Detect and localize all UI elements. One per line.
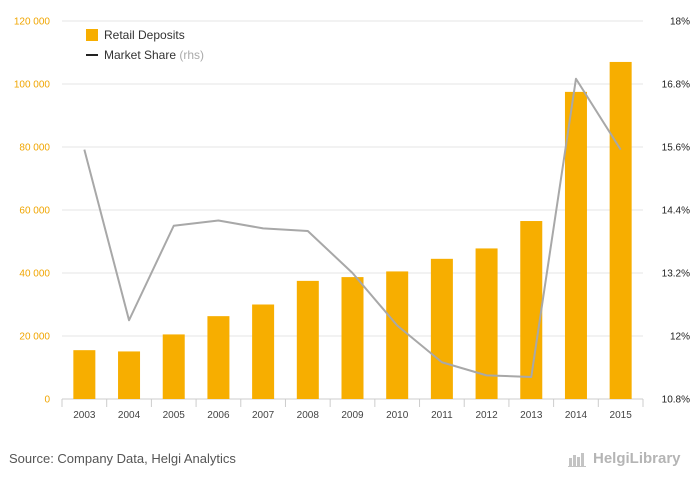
- x-tick-label: 2008: [297, 410, 320, 421]
- bar: [475, 248, 498, 399]
- bar: [520, 221, 543, 399]
- bar: [118, 351, 141, 399]
- x-tick-label: 2003: [73, 410, 96, 421]
- x-tick-label: 2004: [118, 410, 141, 421]
- bar: [609, 61, 632, 399]
- y-tick-label-left: 60 000: [19, 206, 50, 217]
- x-tick-label: 2015: [610, 410, 633, 421]
- bar: [73, 350, 96, 399]
- x-tick-label: 2011: [431, 410, 453, 421]
- bar: [207, 316, 230, 399]
- y-tick-label-left: 80 000: [19, 143, 50, 154]
- legend-label: Market Share (rhs): [104, 48, 204, 62]
- x-tick-label: 2005: [163, 410, 186, 421]
- y-tick-label-right: 15.6%: [662, 143, 690, 154]
- bar: [252, 304, 275, 399]
- library-icon: [568, 453, 586, 467]
- legend-rhs-note: (rhs): [179, 48, 204, 62]
- y-tick-label-left: 120 000: [14, 17, 51, 28]
- bar: [386, 271, 409, 399]
- y-tick-label-right: 12%: [670, 332, 690, 343]
- x-tick-label: 2013: [520, 410, 543, 421]
- y-tick-label-right: 13.2%: [662, 269, 690, 280]
- x-tick-label: 2009: [341, 410, 364, 421]
- x-tick-label: 2006: [207, 410, 230, 421]
- bar: [564, 91, 587, 399]
- x-tick-label: 2010: [386, 410, 409, 421]
- y-tick-label-right: 18%: [670, 17, 690, 28]
- legend-swatch-bar: [86, 29, 98, 41]
- bar: [162, 334, 185, 399]
- bar: [296, 280, 319, 399]
- x-tick-label: 2012: [475, 410, 498, 421]
- brand-logo[interactable]: HelgiLibrary: [568, 449, 681, 467]
- y-tick-label-right: 10.8%: [662, 395, 690, 406]
- y-tick-label-left: 0: [44, 395, 50, 406]
- x-tick-label: 2014: [565, 410, 588, 421]
- legend-label: Retail Deposits: [104, 28, 185, 42]
- y-tick-label-right: 14.4%: [662, 206, 690, 217]
- bar: [341, 277, 364, 399]
- y-tick-label-left: 100 000: [14, 80, 51, 91]
- x-tick-label: 2007: [252, 410, 275, 421]
- y-tick-label-left: 40 000: [19, 269, 50, 280]
- y-tick-label-left: 20 000: [19, 332, 50, 343]
- y-tick-label-right: 16.8%: [662, 80, 690, 91]
- bar: [430, 258, 453, 399]
- brand-name: HelgiLibrary: [593, 449, 681, 467]
- source-note: Source: Company Data, Helgi Analytics: [9, 451, 236, 466]
